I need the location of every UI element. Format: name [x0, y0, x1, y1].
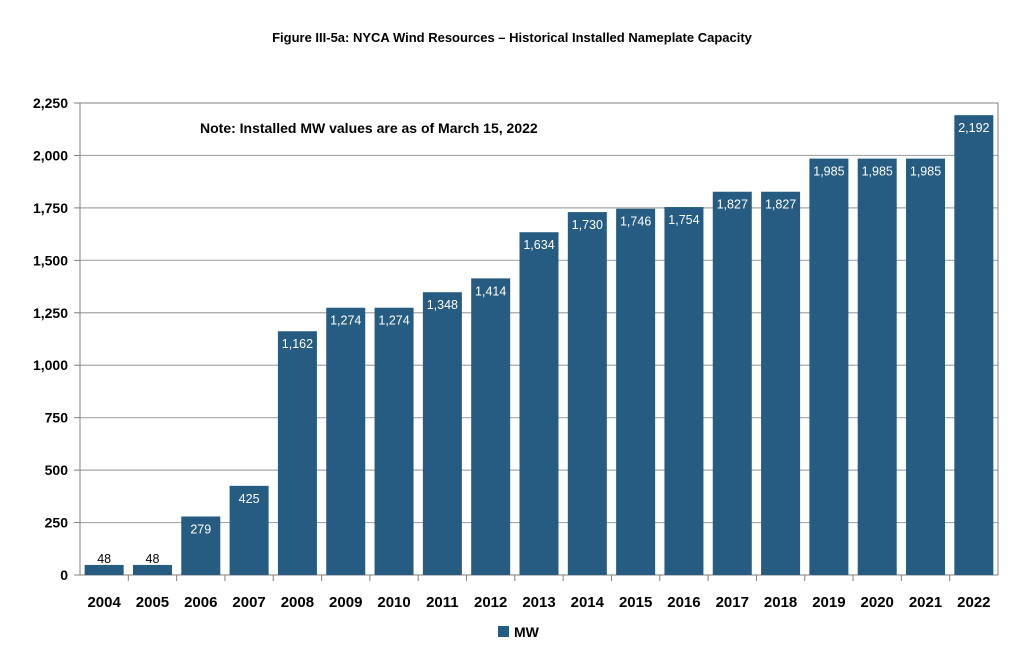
x-tick-label: 2005 — [136, 594, 169, 611]
data-label-2020: 1,985 — [862, 165, 893, 179]
data-label-2006: 279 — [190, 522, 211, 536]
bar-2021 — [906, 158, 946, 575]
bar-2005 — [132, 564, 172, 575]
bar-2018 — [761, 191, 801, 575]
y-tick-label: 250 — [45, 515, 69, 531]
x-tick-label: 2018 — [764, 594, 797, 611]
data-label-2011: 1,348 — [427, 298, 458, 312]
x-tick-label: 2006 — [184, 594, 217, 611]
bar-2012 — [471, 278, 511, 575]
legend-label-mw: MW — [514, 624, 540, 640]
data-label-2007: 425 — [239, 492, 260, 506]
x-tick-label: 2009 — [329, 594, 362, 611]
x-tick-label: 2007 — [232, 594, 265, 611]
bar-2004 — [84, 564, 124, 575]
bars — [84, 115, 994, 575]
data-label-2016: 1,754 — [668, 213, 699, 227]
x-tick-label: 2020 — [861, 594, 894, 611]
bar-2022 — [954, 115, 994, 575]
bar-2013 — [519, 232, 559, 575]
bar-2006 — [181, 516, 221, 575]
y-tick-label: 1,000 — [33, 357, 68, 373]
x-tick-label: 2015 — [619, 594, 652, 611]
chart-note: Note: Installed MW values are as of Marc… — [200, 120, 538, 136]
data-label-2010: 1,274 — [378, 314, 409, 328]
bar-2011 — [422, 292, 462, 575]
y-tick-label: 2,250 — [33, 95, 68, 111]
data-label-2014: 1,730 — [572, 218, 603, 232]
bar-2020 — [857, 158, 897, 575]
y-tick-label: 1,500 — [33, 252, 68, 268]
data-label-2022: 2,192 — [958, 121, 989, 135]
x-tick-label: 2011 — [426, 594, 459, 611]
x-tick-label: 2010 — [377, 594, 410, 611]
x-tick-label: 2013 — [522, 594, 555, 611]
bar-2007 — [229, 485, 269, 575]
x-tick-label: 2008 — [281, 594, 314, 611]
x-tick-label: 2014 — [571, 594, 605, 611]
data-label-2018: 1,827 — [765, 198, 796, 212]
bar-2017 — [712, 191, 752, 575]
y-tick-label: 1,250 — [33, 305, 68, 321]
bar-2010 — [374, 307, 414, 575]
data-label-2019: 1,985 — [813, 165, 844, 179]
data-label-2013: 1,634 — [523, 238, 554, 252]
y-tick-label: 0 — [60, 567, 68, 583]
data-label-2015: 1,746 — [620, 215, 651, 229]
chart-title: Figure III-5a: NYCA Wind Resources – His… — [272, 30, 752, 45]
data-labels: 48 48 279 425 1,162 1,274 1,274 1,348 1,414 1,634… — [97, 121, 989, 566]
x-tick-label: 2012 — [474, 594, 507, 611]
y-tick-label: 2,000 — [33, 147, 68, 163]
data-label-2009: 1,274 — [330, 314, 361, 328]
bar-2015 — [616, 208, 656, 575]
y-tick-label: 1,750 — [33, 200, 68, 216]
legend: MW — [498, 624, 540, 640]
legend-swatch-mw — [498, 626, 509, 637]
data-label-2008: 1,162 — [282, 337, 313, 351]
data-label-2021: 1,985 — [910, 165, 941, 179]
bar-2019 — [809, 158, 849, 575]
x-tick-label: 2016 — [667, 594, 700, 611]
x-tick-label: 2021 — [909, 594, 942, 611]
y-tick-label: 500 — [45, 462, 69, 478]
bar-2009 — [326, 307, 366, 575]
bar-2016 — [664, 207, 704, 575]
data-label-2005: 48 — [146, 552, 160, 566]
data-label-2004: 48 — [97, 552, 111, 566]
y-axis-ticks: 0 250 500 750 1,000 1,250 1,500 1,750 2,000 2,250 — [33, 95, 68, 583]
x-tick-label: 2019 — [812, 594, 845, 611]
data-label-2012: 1,414 — [475, 284, 506, 298]
x-tick-label: 2022 — [957, 594, 990, 611]
bar-2014 — [567, 212, 607, 575]
data-label-2017: 1,827 — [717, 198, 748, 212]
x-tick-label: 2004 — [87, 594, 121, 611]
x-axis-ticks: 2004 2005 2006 2007 2008 2009 2010 2011 2012 2013… — [87, 575, 991, 611]
x-tick-label: 2017 — [716, 594, 749, 611]
y-tick-label: 750 — [45, 410, 69, 426]
bar-2008 — [277, 331, 317, 575]
